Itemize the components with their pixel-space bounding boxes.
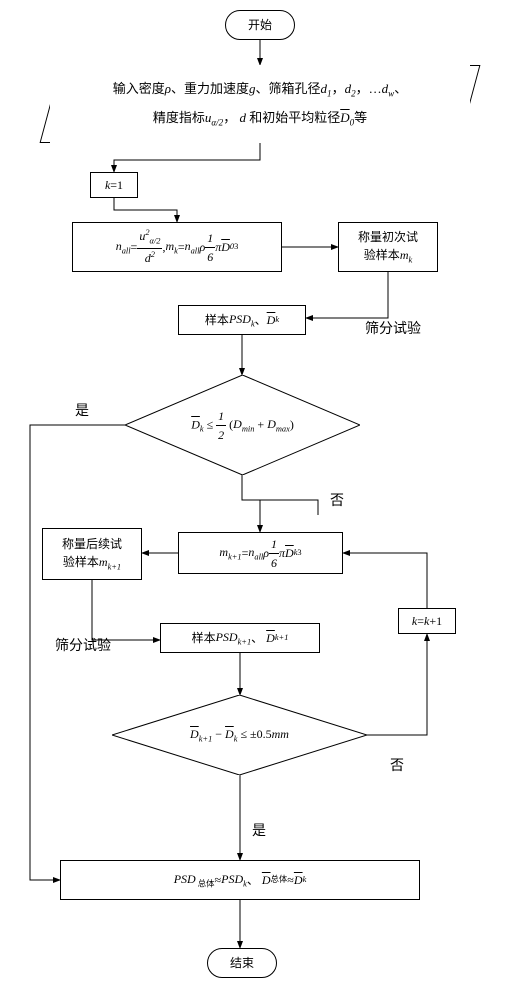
start-label: 开始 [248, 16, 272, 34]
flowchart-edges [0, 0, 518, 1000]
label-yes-2: 是 [252, 820, 266, 840]
result-process: PSD 总体 ≈ PSDk、 D 总体 ≈ Dk [60, 860, 420, 900]
end-terminator: 结束 [207, 948, 277, 978]
k-increment: k=k+1 [398, 608, 456, 634]
formula-mk1: mk+1 = nall ρ 16 π Dk3 [178, 532, 343, 574]
start-terminator: 开始 [225, 10, 295, 40]
weigh-initial-sample: 称量初次试 验样本mk [338, 222, 438, 272]
k-init-process: k=1 [90, 172, 138, 198]
end-label: 结束 [230, 954, 254, 972]
decision-dk-midrange: Dk ≤ 12 (Dmin + Dmax) [125, 375, 360, 475]
input-parallelogram: 输入密度ρ、重力加速度g、筛箱孔径d1，d2，…dw、 精度指标uα/2， d … [50, 65, 470, 143]
formula-nall-mk: nall = u2α/2d2, mk = nall ρ 16 π D03 [72, 222, 282, 272]
weigh-followup-sample: 称量后续试 验样本mk+1 [42, 528, 142, 580]
label-no-1: 否 [330, 490, 344, 510]
label-sift-1: 筛分试验 [365, 318, 421, 338]
sample-psd-dk: 样本 PSDk、Dk [178, 305, 306, 335]
input-content: 输入密度ρ、重力加速度g、筛箱孔径d1，d2，…dw、 精度指标uα/2， d … [89, 67, 432, 140]
decision-convergence: Dk+1 − Dk ≤ ±0.5mm [112, 695, 367, 775]
sample-psd-dk1: 样本 PSDk+1、 Dk+1 [160, 623, 320, 653]
label-yes-1: 是 [75, 400, 89, 420]
label-sift-2: 筛分试验 [55, 635, 111, 655]
label-no-2: 否 [390, 755, 404, 775]
